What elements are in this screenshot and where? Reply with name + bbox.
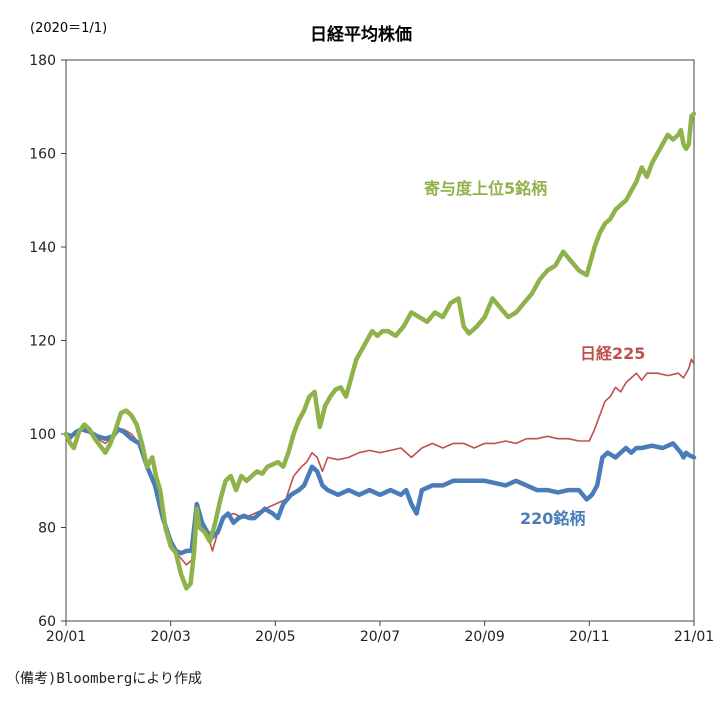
x-tick-label: 20/09 — [464, 629, 504, 645]
y-tick-label: 180 — [29, 53, 56, 69]
y-tick-label: 80 — [38, 521, 56, 537]
series-label-nikkei225: 日経225 — [580, 344, 645, 363]
footnote: （備考)Bloombergにより作成 — [6, 671, 203, 687]
x-tick-label: 20/01 — [46, 629, 86, 645]
y-tick-label: 140 — [29, 240, 56, 256]
x-tick-label: 20/03 — [150, 629, 190, 645]
x-tick-label: 20/11 — [569, 629, 609, 645]
plot-frame — [65, 59, 695, 622]
series-label-220: 220銘柄 — [520, 509, 585, 528]
x-tick-label: 21/01 — [674, 629, 714, 645]
y-tick-label: 100 — [29, 427, 56, 443]
x-tick-label: 20/07 — [360, 629, 400, 645]
series-label-top5: 寄与度上位5銘柄 — [424, 179, 547, 198]
y-tick-label: 60 — [38, 614, 56, 630]
chart-title: 日経平均株価 — [310, 24, 412, 45]
x-tick-label: 20/05 — [255, 629, 295, 645]
y-tick-label: 160 — [29, 147, 56, 163]
series-line — [63, 111, 697, 591]
unit-label: (2020＝1/1) — [30, 21, 107, 36]
y-tick-label: 120 — [29, 334, 56, 350]
plot-area: 60 80 100 120 140 160 180 20/01 20/03 20/05 20/07 2… — [29, 53, 714, 645]
